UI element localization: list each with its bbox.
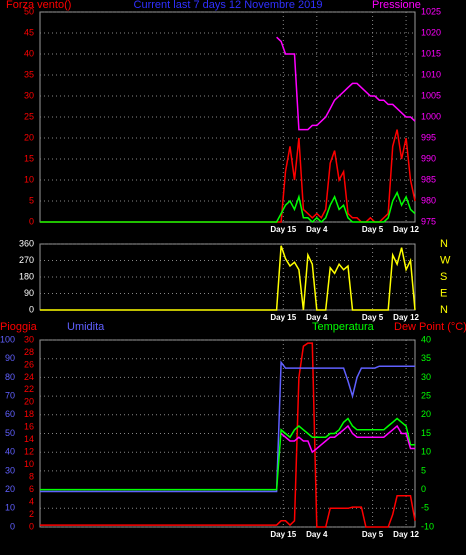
y2-tick-label: -10: [421, 521, 434, 531]
y2-tick-label: S: [440, 271, 447, 283]
series-line: [276, 36, 416, 131]
x-tick-label: Day 5: [362, 225, 384, 234]
y2-tick-label: 1025: [421, 6, 441, 16]
y-tick-label: 10: [24, 174, 34, 184]
x-tick-label: Day 4: [306, 530, 328, 539]
y-tick-label: 18: [24, 409, 34, 419]
y2-tick-label: N: [440, 238, 448, 250]
series-line: [40, 190, 416, 224]
y3-tick-label: 30: [5, 465, 15, 475]
y2-tick-label: 25: [421, 390, 431, 400]
y2-tick-label: 5: [421, 465, 426, 475]
series-label: Dew Point (°C): [394, 321, 466, 333]
series-line: [40, 129, 416, 223]
y-tick-label: 5: [29, 195, 34, 205]
y2-tick-label: 30: [421, 372, 431, 382]
x-tick-label: Day 4: [306, 313, 328, 322]
y2-tick-label: 20: [421, 409, 431, 419]
y-tick-label: 40: [24, 48, 34, 58]
y2-tick-label: 1010: [421, 69, 441, 79]
series-label: Pioggia: [0, 321, 38, 333]
y3-tick-label: 0: [10, 521, 15, 531]
series-line: [280, 424, 415, 454]
y-tick-label: 0: [29, 304, 34, 314]
x-tick-label: Day 12: [393, 225, 419, 234]
y3-tick-label: 60: [5, 409, 15, 419]
y-tick-label: 12: [24, 447, 34, 457]
y2-tick-label: 1005: [421, 90, 441, 100]
y-tick-label: 0: [29, 216, 34, 226]
y-tick-label: 24: [24, 372, 34, 382]
y2-tick-label: 995: [421, 132, 436, 142]
y2-tick-label: 1015: [421, 48, 441, 58]
y2-tick-label: 1020: [421, 27, 441, 37]
y2-tick-label: 1000: [421, 111, 441, 121]
y-tick-label: 4: [29, 496, 34, 506]
y3-tick-label: 70: [5, 390, 15, 400]
y-tick-label: 26: [24, 359, 34, 369]
y3-tick-label: 50: [5, 428, 15, 438]
series-label: Temperatura: [312, 321, 375, 333]
y3-tick-label: 20: [5, 484, 15, 494]
y2-tick-label: 35: [421, 353, 431, 363]
x-tick-label: Day 12: [393, 530, 419, 539]
y-tick-label: 16: [24, 422, 34, 432]
y2-tick-label: W: [440, 254, 451, 266]
x-tick-label: Day 5: [362, 530, 384, 539]
series-label: Umidita: [67, 321, 105, 333]
x-tick-label: Day 12: [393, 313, 419, 322]
series-label: Pressione: [372, 0, 421, 11]
y2-tick-label: 0: [421, 484, 426, 494]
y-tick-label: 25: [24, 111, 34, 121]
x-tick-label: Day 15: [270, 530, 296, 539]
x-tick-label: Day 4: [306, 225, 328, 234]
y-tick-label: 14: [24, 434, 34, 444]
y-tick-label: 45: [24, 27, 34, 37]
y-tick-label: 20: [24, 132, 34, 142]
y-tick-label: 360: [19, 238, 34, 248]
y-tick-label: 15: [24, 153, 34, 163]
y3-tick-label: 10: [5, 503, 15, 513]
y2-tick-label: 15: [421, 428, 431, 438]
y-tick-label: 0: [29, 521, 34, 531]
y2-tick-label: 10: [421, 447, 431, 457]
chart-title: Current last 7 days 12 Novembre 2019: [134, 0, 323, 11]
y2-tick-label: N: [440, 304, 448, 316]
y2-tick-label: E: [440, 287, 447, 299]
y2-tick-label: 40: [421, 334, 431, 344]
y3-tick-label: 90: [5, 353, 15, 363]
series-line: [40, 342, 416, 528]
y-tick-label: 30: [24, 334, 34, 344]
y-tick-label: 28: [24, 347, 34, 357]
x-tick-label: Day 5: [362, 313, 384, 322]
series-line: [40, 360, 415, 493]
series-line: [40, 245, 416, 311]
y-tick-label: 90: [24, 288, 34, 298]
y-tick-label: 50: [24, 6, 34, 16]
y-tick-label: 8: [29, 472, 34, 482]
y3-tick-label: 80: [5, 372, 15, 382]
y-tick-label: 2: [29, 509, 34, 519]
y-tick-label: 10: [24, 459, 34, 469]
y-tick-label: 270: [19, 255, 34, 265]
y-tick-label: 180: [19, 271, 34, 281]
y-tick-label: 20: [24, 397, 34, 407]
x-tick-label: Day 15: [270, 313, 296, 322]
y-tick-label: 30: [24, 90, 34, 100]
y-tick-label: 22: [24, 384, 34, 394]
y2-tick-label: 985: [421, 174, 436, 184]
y2-tick-label: 990: [421, 153, 436, 163]
y-tick-label: 6: [29, 484, 34, 494]
x-tick-label: Day 15: [270, 225, 296, 234]
y3-tick-label: 40: [5, 447, 15, 457]
y2-tick-label: 975: [421, 216, 436, 226]
y2-tick-label: -5: [421, 503, 429, 513]
y-tick-label: 35: [24, 69, 34, 79]
y2-tick-label: 980: [421, 195, 436, 205]
series-line: [40, 417, 415, 491]
y3-tick-label: 100: [0, 334, 15, 344]
series-label: Forza vento(): [6, 0, 71, 11]
